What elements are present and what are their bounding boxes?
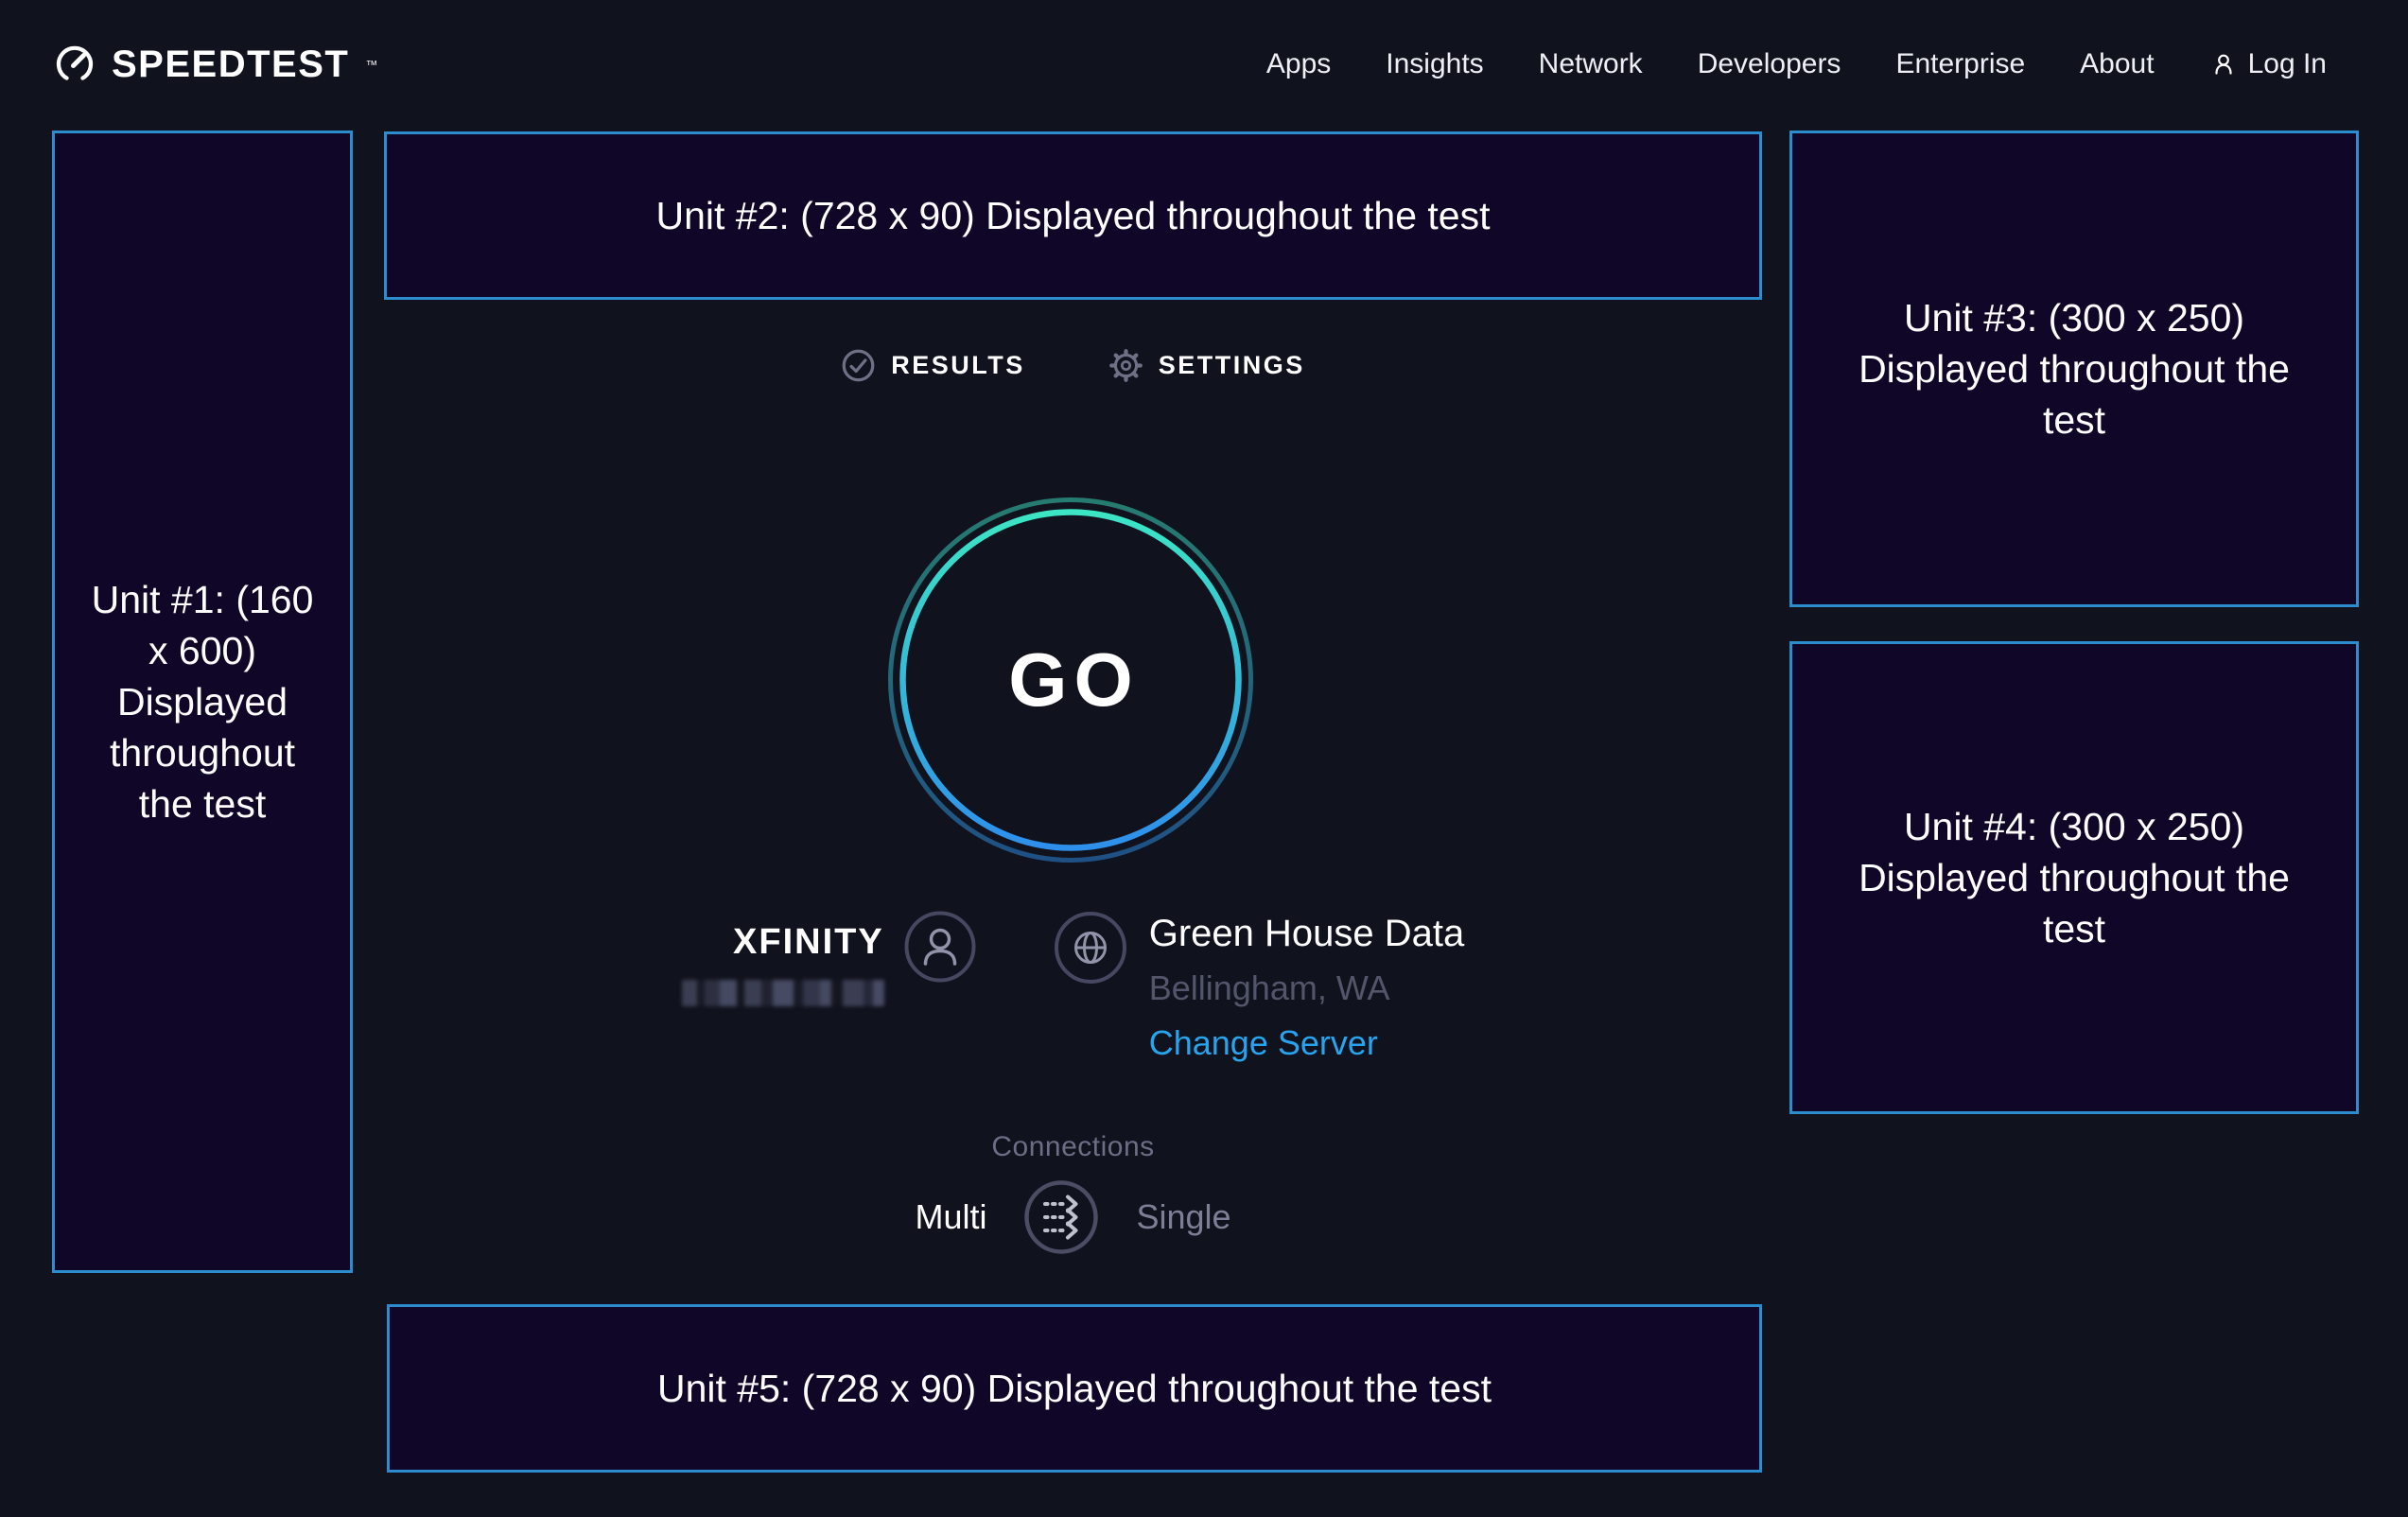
nav-item-apps[interactable]: Apps [1265, 48, 1332, 79]
globe-icon [1053, 910, 1128, 985]
ad-unit-5-text: Unit #5: (728 x 90) Displayed throughout… [656, 1366, 1492, 1410]
connections-single-label[interactable]: Single [1136, 1197, 1231, 1236]
server-block: Green House Data Bellingham, WA Change S… [1053, 910, 1465, 1063]
nav-item-developers[interactable]: Developers [1697, 48, 1841, 79]
ad-unit-1-text: Unit #1: (160 x 600) Displayed throughou… [91, 577, 314, 827]
speedtest-logo[interactable]: SPEEDTEST ™ [52, 42, 377, 87]
main-nav: Apps Insights Network Developers Enterpr… [1266, 48, 2327, 80]
login-button[interactable]: Log In [2209, 48, 2327, 80]
trademark-mark: ™ [365, 57, 378, 72]
ad-unit-3-text: Unit #3: (300 x 250) Displayed throughou… [1858, 295, 2290, 443]
logo-text: SPEEDTEST [112, 43, 350, 85]
redacted-ip-address [681, 980, 884, 1006]
tab-results[interactable]: RESULTS [841, 348, 1025, 383]
gear-icon [1108, 348, 1143, 383]
ad-unit-1-skyscraper[interactable]: Unit #1: (160 x 600) Displayed throughou… [52, 131, 353, 1273]
server-location: Bellingham, WA [1148, 968, 1390, 1007]
login-label: Log In [2247, 48, 2327, 79]
tab-results-label: RESULTS [891, 350, 1025, 379]
user-icon [2209, 50, 2238, 78]
go-button-rings [888, 497, 1253, 863]
isp-name: XFINITY [733, 922, 884, 962]
server-name: Green House Data [1148, 913, 1465, 954]
user-avatar-icon [903, 910, 977, 984]
check-circle-icon [841, 348, 876, 383]
nav-item-insights[interactable]: Insights [1386, 48, 1484, 79]
header: SPEEDTEST ™ Apps Insights Network Develo… [0, 0, 2408, 129]
connection-info: XFINITY Green Hous [384, 910, 1762, 1063]
connections-toggle-icon[interactable] [1022, 1178, 1100, 1256]
tab-bar: RESULTS [384, 339, 1762, 392]
nav-item-about[interactable]: About [2080, 48, 2155, 79]
ad-unit-5-bottom-banner[interactable]: Unit #5: (728 x 90) Displayed throughout… [387, 1304, 1762, 1473]
tab-settings[interactable]: SETTINGS [1108, 348, 1305, 383]
ad-unit-2-top-banner[interactable]: Unit #2: (728 x 90) Displayed throughout… [384, 131, 1762, 300]
connections-label: Connections [991, 1131, 1155, 1162]
nav-item-network[interactable]: Network [1538, 48, 1643, 79]
ad-unit-4-rectangle[interactable]: Unit #4: (300 x 250) Displayed throughou… [1789, 641, 2359, 1114]
go-button[interactable]: GO [887, 497, 1254, 863]
ad-unit-2-text: Unit #2: (728 x 90) Displayed throughout… [655, 193, 1491, 237]
ad-unit-4-text: Unit #4: (300 x 250) Displayed throughou… [1858, 804, 2290, 951]
go-button-label: GO [1008, 637, 1140, 722]
connections-multi-label[interactable]: Multi [915, 1197, 987, 1236]
tab-settings-label: SETTINGS [1158, 350, 1305, 379]
change-server-link[interactable]: Change Server [1148, 1023, 1378, 1062]
speedometer-gauge-icon [52, 42, 97, 87]
connections-section: Connections Multi Single [384, 1131, 1762, 1256]
isp-block: XFINITY [681, 910, 977, 1006]
ad-unit-3-rectangle[interactable]: Unit #3: (300 x 250) Displayed throughou… [1789, 131, 2359, 607]
nav-item-enterprise[interactable]: Enterprise [1895, 48, 2026, 79]
